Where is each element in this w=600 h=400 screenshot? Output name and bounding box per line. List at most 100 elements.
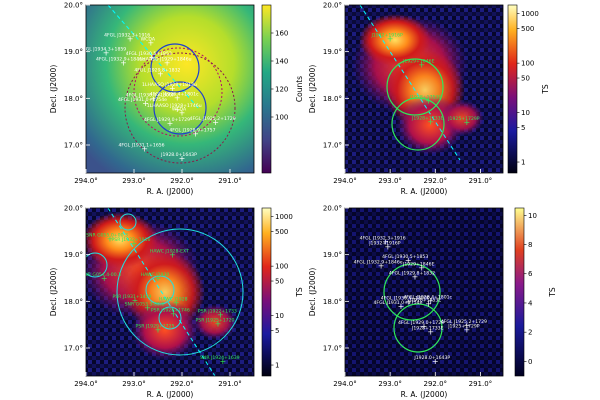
x-tick-label: 292.0° [170,177,194,185]
source-marker: + [164,58,171,67]
source-label: 4FGL J1929.8+1832 [389,271,435,277]
source-marker: + [217,310,224,319]
source-label: PSR J1931+1439 [112,294,151,300]
source-label: SNR G054.4-00.3 [81,272,121,278]
source-label: 4FGL J1930.4+1800P [381,295,430,301]
source-marker: + [464,325,471,334]
source-marker: + [101,274,108,283]
source-marker: + [150,94,157,103]
source-label: WCDA [172,106,187,112]
x-tick-label: 292.0° [424,177,448,185]
x-tick-label: 292.0° [424,380,448,388]
source-marker: + [425,97,432,106]
colorbar-label: TS [295,287,304,298]
source-label: 4FGL J1925.2+1729 [441,319,487,325]
snr-g054-circle [86,252,108,278]
x-tick-label: 294.0° [74,380,98,388]
resid-circle-north [383,263,441,321]
panel-ts-counterparts: +SNR G055.0+00.3+HAWC J1928-EXT+SNR G054… [81,207,272,377]
axes-frame [344,207,504,377]
colorbar-tick-label: 1 [275,362,279,370]
source-marker: + [179,154,186,163]
source-marker: + [147,38,154,47]
source-label: 1LHAASO J1928+1813u [142,82,197,88]
ts-circle-south [391,97,445,151]
lhaaso-circle-large [133,47,223,137]
colorbar-tick-label: 500 [521,25,534,33]
source-marker: + [425,300,432,309]
panel-counts-map: +WCDA+4FGL J1932.3+1916+4FGL J1934.3+185… [85,4,272,174]
x-tick-label: 294.0° [333,380,357,388]
x-axis-label: R. A. (J2000) [401,390,448,399]
source-label: 4FGL J1928.4+1801c [150,91,199,97]
source-label: J1925+1729P [447,116,480,122]
colorbar-tick-label: 6 [528,270,533,278]
panel-ts-map: +J1932+1916P+J1929+1846E+J1928+1753E+J19… [344,4,518,174]
colorbar-tick-label: 1000 [275,213,293,221]
source-label: PSR J1928+1746 [151,307,190,313]
y-axis-label: Decl. (J2000) [308,268,317,317]
source-marker: + [387,35,394,44]
colorbar-ts [507,4,518,174]
source-label: 4FGL J1932.9+1846e [96,56,145,62]
colorbar-tick-label: 8 [528,241,532,249]
y-tick-label: 17.0° [323,345,342,353]
colorbar-tick-label: 50 [521,75,530,83]
source-marker: + [427,118,434,127]
y-axis-label: Decl. (J2000) [308,65,317,114]
source-marker: + [432,357,439,366]
source-label: SNR J1924+1639 [200,355,240,361]
axes-frame [85,4,255,174]
y-tick-label: 20.0° [64,2,83,10]
source-marker: + [157,70,164,79]
y-tick-label: 19.0° [64,251,83,259]
source-label: 4FGL J1930.5+1853 [382,254,428,260]
source-label: 4FGL J1929.8+1832 [134,68,180,74]
source-marker: + [427,296,434,305]
source-label: 4FGL J1929.0+1729 [144,117,190,123]
source-label: J1929+1846E [402,262,435,268]
wcda-circle-north [150,43,200,93]
source-marker: + [107,234,114,243]
source-label: J1932+1916P [370,33,403,39]
galactic-plane-line [107,5,201,111]
colorbar-tick-label: 4 [528,299,533,307]
source-label: 4FGL J1932.3+1916 [360,236,406,242]
colorbar-tick-label: 140 [275,58,288,66]
source-label: PSR J1925+1720 [196,318,235,324]
y-tick-label: 19.0° [64,48,83,56]
y-tick-label: 18.0° [64,298,83,306]
y-tick-label: 17.0° [64,345,83,353]
y-axis-label: Decl. (J2000) [49,65,58,114]
colorbar-tick-label: 1000 [521,10,539,18]
x-tick-label: 294.0° [333,177,357,185]
axis-labels: 294.0° 293.0° 292.0° 291.0° 17.0° 18.0° 19.0° 2… [49,2,557,400]
source-marker: + [131,239,138,248]
source-label: 4FGL J1925.2+1729 [190,116,236,122]
source-label: J1932+1916P [368,241,401,247]
residual-heatmap [345,208,503,376]
colorbar-label: Counts [295,76,304,102]
source-label: J1925+1729P [447,323,480,329]
colorbar-label: TS [541,84,550,95]
y-tick-label: 19.0° [323,251,342,259]
source-marker: + [405,297,412,306]
source-marker: + [103,49,110,58]
source-label: 4FGL J1931.0+1754e [118,97,167,103]
source-marker: + [144,303,151,312]
source-marker: + [212,118,219,127]
x-tick-label: 291.0° [469,380,493,388]
source-marker: + [382,238,389,247]
source-marker: + [418,264,425,273]
x-axis-label: R. A. (J2000) [401,187,448,196]
colorbar-tick-label: 100 [275,263,288,271]
source-label: WCDA [141,36,156,42]
y-tick-label: 17.0° [323,142,342,150]
source-label: PSR J1929+1725 [136,323,175,329]
source-marker: + [398,302,405,311]
source-marker: + [464,321,471,330]
snr-g055-circle [119,213,137,231]
source-label: J1928+1753E [409,95,442,101]
source-label: 4FGL J1929.0+1729 [398,320,444,326]
source-marker: + [170,309,177,318]
